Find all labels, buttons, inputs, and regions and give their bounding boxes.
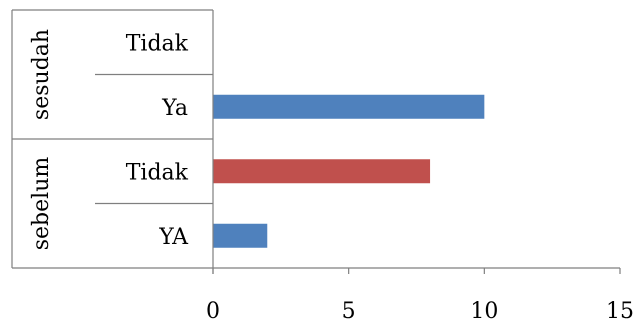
bar-sebelum-ya xyxy=(213,223,268,248)
x-tick-label: 15 xyxy=(606,299,634,324)
category-label: Ya xyxy=(161,96,188,121)
x-tick-label: 0 xyxy=(206,299,220,324)
x-tick-label: 5 xyxy=(342,299,356,324)
bar-sebelum-tidak xyxy=(213,159,431,184)
category-grid xyxy=(11,9,213,269)
bars xyxy=(213,94,485,248)
group-label: sesudah xyxy=(29,29,54,120)
value-axis: 0 5 10 15 xyxy=(206,10,634,324)
category-labels: Tidak Ya Tidak YA sesudah sebelum xyxy=(29,29,189,250)
group-label: sebelum xyxy=(29,157,54,251)
x-tick-label: 10 xyxy=(470,299,498,324)
bar-sesudah-ya xyxy=(213,94,485,119)
category-label: YA xyxy=(158,225,189,250)
category-label: Tidak xyxy=(126,160,189,185)
category-label: Tidak xyxy=(126,31,189,56)
